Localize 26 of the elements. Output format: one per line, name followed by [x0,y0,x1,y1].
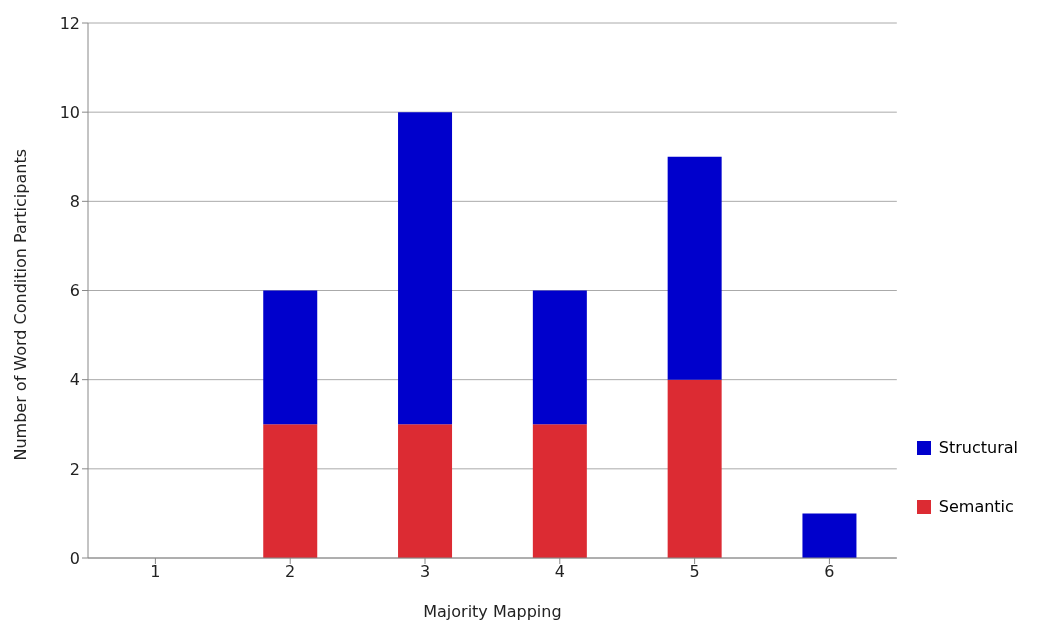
legend-label: Structural [938,438,1018,457]
y-tick-label: 6 [69,281,80,301]
x-tick-label: 6 [824,562,835,582]
bar [398,424,453,558]
bar [532,424,587,558]
y-tick-label: 12 [59,13,80,33]
x-tick-label: 4 [554,562,565,582]
y-tick-label: 0 [69,548,80,568]
x-axis-title: Majority Mapping [423,602,562,622]
bar [667,379,722,558]
y-tick-label: 8 [69,192,80,212]
x-tick-label: 2 [285,562,296,582]
y-tick-label: 4 [69,370,80,390]
bar [532,290,587,425]
legend-label: Semantic [938,497,1014,516]
bar [398,112,453,425]
bar [263,290,318,425]
y-tick-label: 10 [59,102,80,122]
y-tick-label: 2 [69,459,80,479]
bar [263,424,318,558]
x-tick-label: 5 [689,562,700,582]
bar [802,513,857,558]
x-tick-label: 3 [419,562,431,582]
y-axis-title: Number of Word Condition Participants [10,149,30,461]
bar [667,156,722,380]
x-tick-label: 1 [150,562,161,582]
